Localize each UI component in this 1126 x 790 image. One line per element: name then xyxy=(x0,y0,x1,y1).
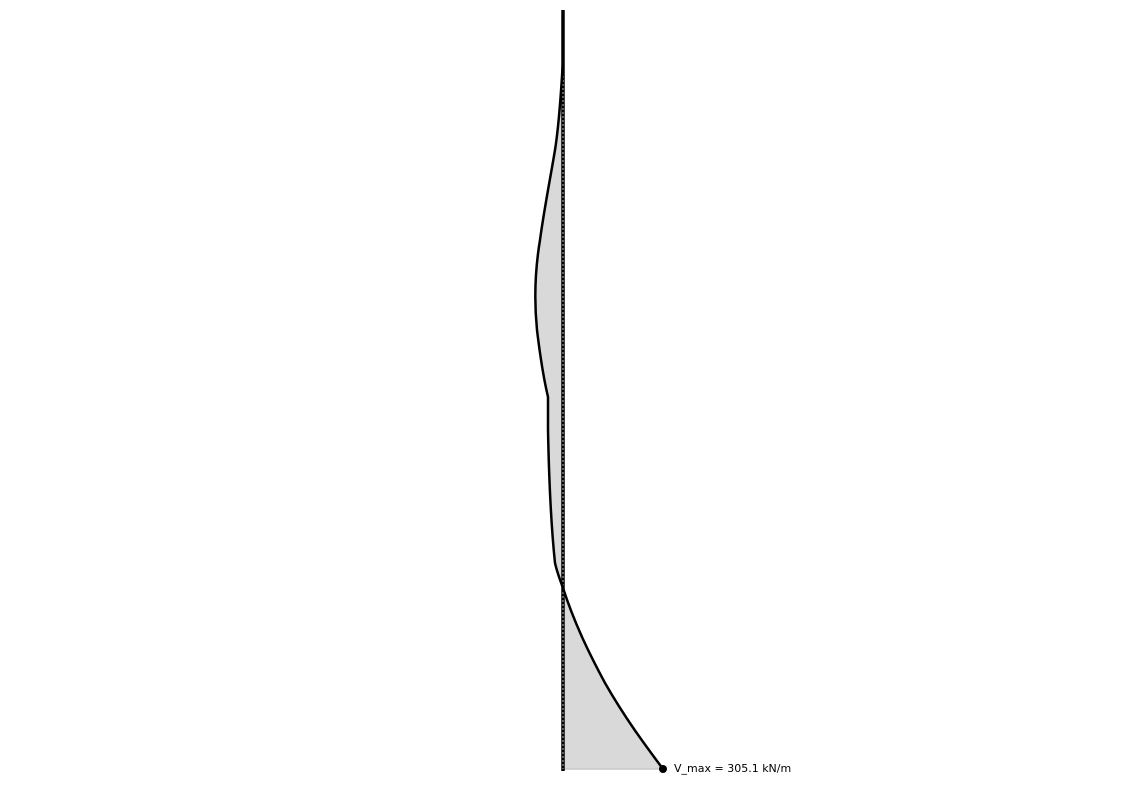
shear-fill-region xyxy=(535,60,663,769)
max-value-label: V_max = 305.1 kN/m xyxy=(674,762,791,775)
max-point-marker xyxy=(659,765,667,773)
shear-curve xyxy=(534,59,665,770)
